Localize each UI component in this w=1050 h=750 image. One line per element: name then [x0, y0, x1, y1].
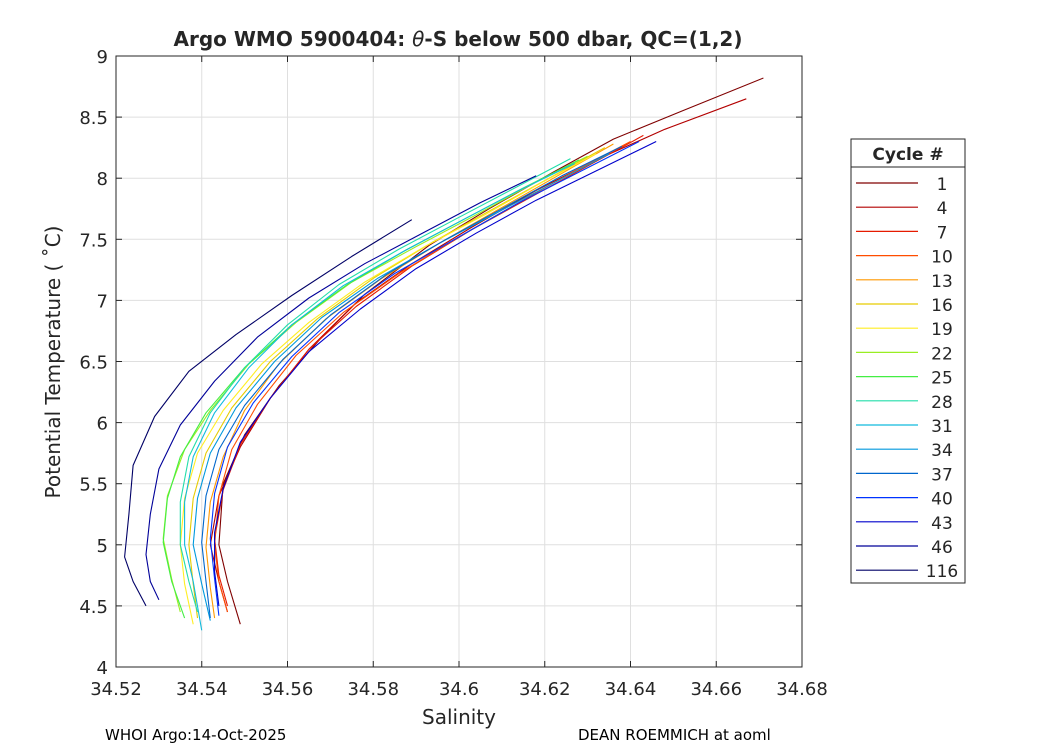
y-tick-label: 7.5 [79, 230, 108, 251]
y-tick-label: 6.5 [79, 353, 108, 374]
legend-label: 1 [937, 175, 948, 195]
legend-label: 43 [931, 514, 953, 534]
series-line-cycle-28 [179, 158, 571, 613]
series-line-cycle-37 [201, 145, 623, 619]
x-tick-label: 34.62 [519, 679, 571, 700]
legend-title: Cycle # [872, 145, 943, 165]
footer-left: WHOI Argo:14-Oct-2025 [105, 726, 287, 744]
legend-label: 40 [931, 490, 953, 510]
legend-label: 13 [931, 272, 953, 292]
y-tick-label: 5.5 [79, 475, 108, 496]
chart-title: Argo WMO 5900404: θ-S below 500 dbar, QC… [174, 27, 743, 51]
legend-label: 34 [931, 441, 953, 461]
y-tick-label: 8 [97, 169, 108, 190]
x-tick-label: 34.54 [176, 679, 228, 700]
y-tick-label: 4.5 [79, 597, 108, 618]
legend: Cycle # 1 4 7 10 13 16 19 22 25 28 31 34 37 40 43 46 116 [850, 138, 966, 584]
y-tick-label: 7 [97, 291, 108, 312]
series-line-cycle-43 [214, 141, 657, 606]
legend-label: 116 [926, 562, 958, 582]
x-axis-label: Salinity [422, 705, 496, 729]
y-tick-label: 6 [97, 414, 108, 435]
y-tick-label: 9 [97, 47, 108, 68]
x-tick-label: 34.6 [439, 679, 479, 700]
series-line-cycle-31 [184, 163, 576, 631]
footer-right: DEAN ROEMMICH at aoml [578, 726, 771, 744]
y-axis-label: Potential Temperature ( ˚C) [41, 226, 65, 499]
legend-label: 28 [931, 393, 953, 413]
legend-label: 37 [931, 465, 953, 485]
x-tick-label: 34.52 [90, 679, 142, 700]
y-tick-label: 4 [97, 658, 108, 679]
legend-box [850, 138, 966, 584]
x-tick-label: 34.66 [690, 679, 742, 700]
legend-entries: 1 4 7 10 13 16 19 22 25 28 31 34 37 40 43 46 116 [856, 175, 958, 582]
x-tick-label: 34.56 [262, 679, 314, 700]
series-line-cycle-46 [145, 175, 537, 601]
y-tick-label: 8.5 [79, 108, 108, 129]
x-tick-label: 34.58 [347, 679, 399, 700]
x-tick-labels: 34.52 34.54 34.56 34.58 34.6 34.62 34.64 34.66 3… [90, 679, 828, 700]
legend-label: 19 [931, 320, 953, 340]
legend-label: 25 [931, 369, 953, 389]
plot-lines [124, 77, 764, 631]
legend-label: 22 [931, 344, 953, 364]
plot-frame [115, 55, 803, 668]
series-line-cycle-16 [188, 147, 606, 619]
series-line-cycle-34 [192, 153, 610, 621]
x-tick-label: 34.68 [776, 679, 828, 700]
y-tick-labels: 4 4.5 5 5.5 6 6.5 7 7.5 8 8.5 9 [79, 47, 108, 679]
y-tick-label: 5 [97, 536, 108, 557]
legend-label: 7 [937, 223, 948, 243]
legend-label: 46 [931, 538, 953, 558]
legend-label: 31 [931, 417, 953, 437]
series-line-cycle-40 [209, 141, 640, 616]
x-tick-label: 34.64 [605, 679, 657, 700]
legend-label: 16 [931, 296, 953, 316]
legend-label: 10 [931, 248, 953, 268]
series-line-cycle-116 [124, 219, 413, 607]
legend-label: 4 [937, 199, 948, 219]
